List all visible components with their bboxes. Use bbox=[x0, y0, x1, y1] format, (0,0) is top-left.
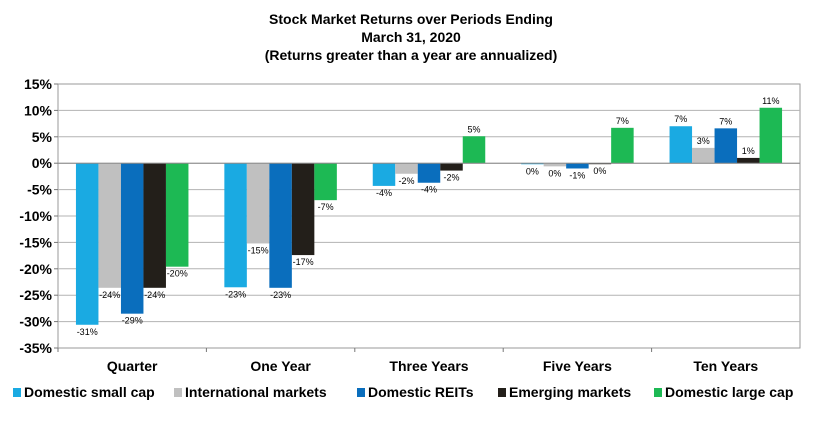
legend-label: Domestic small cap bbox=[24, 384, 155, 400]
legend: Domestic small cap International markets D… bbox=[13, 384, 793, 400]
legend-label: International markets bbox=[185, 384, 327, 400]
data-label: -17% bbox=[293, 257, 314, 267]
x-tick-label: Five Years bbox=[543, 358, 612, 374]
data-label: -29% bbox=[122, 316, 143, 326]
data-label: -20% bbox=[167, 269, 188, 279]
bar bbox=[291, 163, 315, 256]
legend-label: Emerging markets bbox=[509, 384, 631, 400]
legend-label: Domestic REITs bbox=[368, 384, 474, 400]
bar bbox=[165, 163, 189, 267]
chart-title: Stock Market Returns over Periods Ending… bbox=[265, 11, 558, 63]
bar bbox=[314, 163, 337, 201]
bar bbox=[611, 127, 634, 164]
y-tick-label: -30% bbox=[19, 314, 52, 330]
bar bbox=[737, 157, 760, 164]
data-label: 0% bbox=[593, 166, 606, 176]
data-label: -23% bbox=[270, 290, 291, 300]
data-label: 1% bbox=[742, 146, 755, 156]
y-tick-label: -20% bbox=[19, 261, 52, 277]
y-tick-label: 10% bbox=[24, 102, 53, 118]
legend-swatch bbox=[174, 388, 182, 397]
data-label: -2% bbox=[443, 173, 459, 183]
y-tick-label: -10% bbox=[19, 208, 52, 224]
data-label: 11% bbox=[762, 96, 779, 106]
data-label: -24% bbox=[99, 290, 120, 300]
data-label: -15% bbox=[248, 245, 269, 255]
y-tick-label: -15% bbox=[19, 234, 52, 250]
chart-title-line-1: Stock Market Returns over Periods Ending bbox=[269, 11, 553, 27]
data-label: -7% bbox=[318, 202, 334, 212]
data-label: 7% bbox=[719, 116, 732, 126]
data-label: -1% bbox=[569, 170, 585, 180]
bar bbox=[395, 163, 418, 174]
legend-swatch bbox=[357, 388, 365, 397]
legend-label: Domestic large cap bbox=[665, 384, 793, 400]
y-tick-label: -25% bbox=[19, 287, 52, 303]
x-tick-label: One Year bbox=[250, 358, 311, 374]
bar bbox=[543, 163, 567, 167]
bar bbox=[462, 136, 486, 164]
y-tick-label: -5% bbox=[27, 182, 52, 198]
data-label: -24% bbox=[144, 290, 165, 300]
bar bbox=[692, 147, 715, 164]
bar bbox=[224, 163, 247, 288]
x-tick-label: Quarter bbox=[107, 358, 158, 374]
legend-swatch bbox=[13, 388, 21, 397]
data-label: 5% bbox=[467, 124, 480, 134]
data-label: 7% bbox=[616, 116, 629, 126]
bar bbox=[98, 163, 121, 288]
bar bbox=[521, 163, 544, 165]
legend-swatch bbox=[654, 388, 662, 397]
bar bbox=[669, 126, 693, 164]
bar bbox=[246, 163, 270, 244]
data-label: -4% bbox=[376, 188, 392, 198]
plot-area: 15% 10% 5% 0% -5% -10% -15% -20% -25% -30% -35% -31… bbox=[19, 76, 801, 374]
data-label: -2% bbox=[398, 176, 414, 186]
bar bbox=[566, 163, 589, 169]
bar bbox=[417, 163, 441, 183]
chart-title-line-2: March 31, 2020 bbox=[361, 29, 461, 45]
y-tick-label: -35% bbox=[19, 340, 52, 356]
data-label: -31% bbox=[77, 327, 98, 337]
data-label: 0% bbox=[548, 168, 561, 178]
bar bbox=[269, 163, 292, 288]
x-tick-label: Ten Years bbox=[693, 358, 758, 374]
bar bbox=[759, 107, 783, 164]
bar bbox=[372, 163, 396, 186]
y-tick-label: 5% bbox=[32, 129, 53, 145]
x-tick-label: Three Years bbox=[389, 358, 468, 374]
data-label: 3% bbox=[697, 136, 710, 146]
data-label: 0% bbox=[526, 166, 539, 176]
legend-swatch bbox=[498, 388, 506, 397]
data-label: -4% bbox=[421, 185, 437, 195]
chart-title-line-3: (Returns greater than a year are annuali… bbox=[265, 47, 558, 63]
bar bbox=[143, 163, 166, 288]
bar bbox=[120, 163, 144, 314]
data-label: 7% bbox=[674, 114, 687, 124]
bar bbox=[75, 163, 99, 325]
bar bbox=[714, 128, 738, 164]
bar bbox=[440, 163, 463, 171]
data-label: -23% bbox=[225, 289, 246, 299]
y-tick-label: 15% bbox=[24, 76, 53, 92]
y-tick-label: 0% bbox=[32, 155, 53, 171]
